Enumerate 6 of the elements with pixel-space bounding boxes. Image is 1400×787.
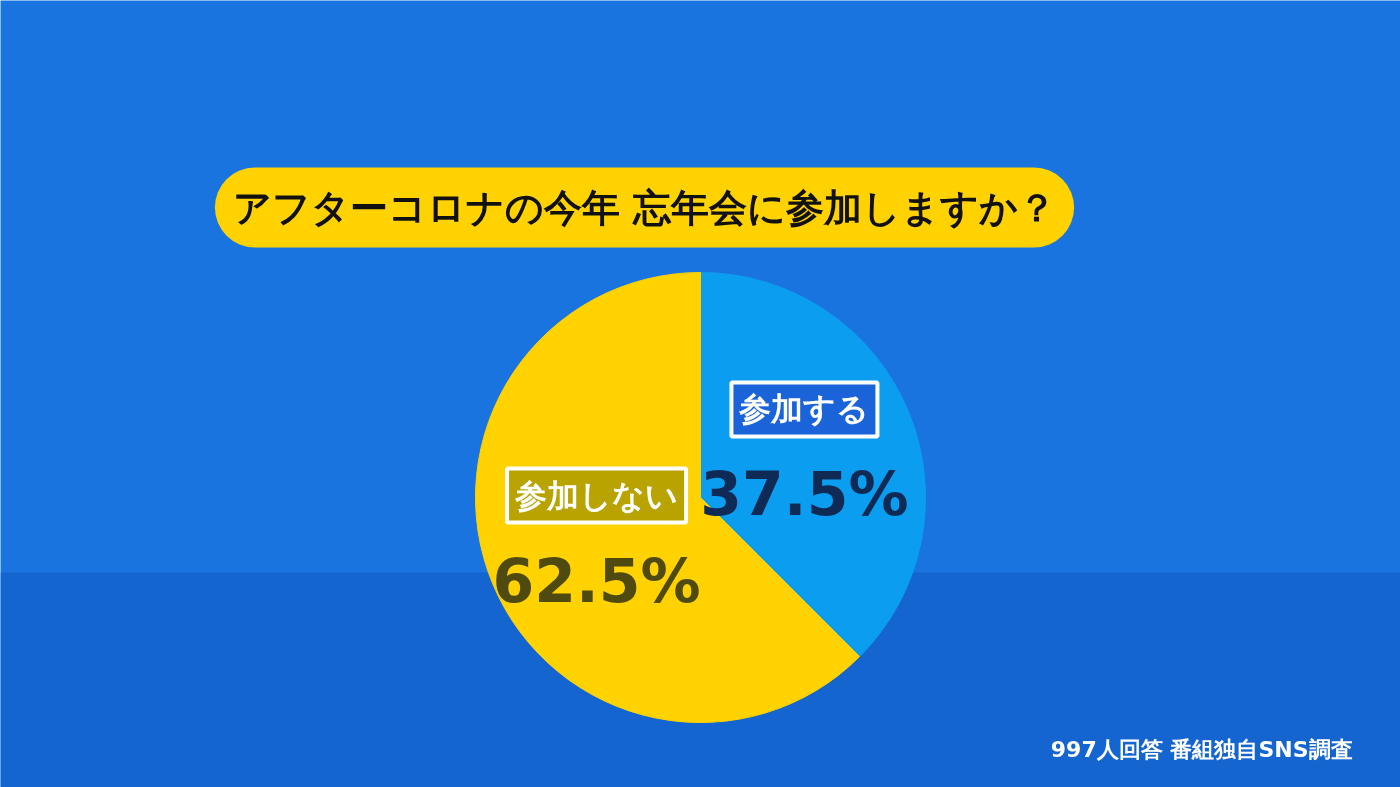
chart-title: アフターコロナの今年 忘年会に参加しますか？ (232, 185, 1057, 230)
slice-label: 参加しない (514, 476, 679, 515)
data-label: 62.5% (492, 545, 701, 616)
slice-label: 参加する (738, 390, 870, 429)
data-label: 37.5% (700, 459, 909, 530)
text: 997人回答 番組独自SNS調査 (1050, 737, 1353, 762)
